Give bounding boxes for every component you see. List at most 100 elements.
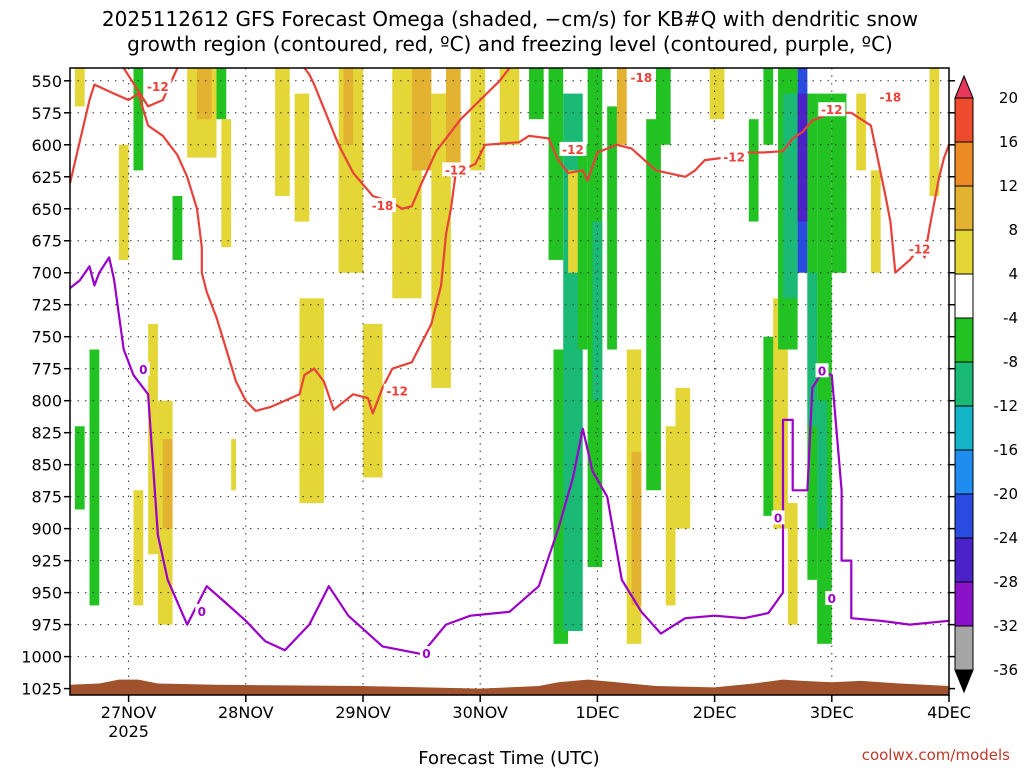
y-tick-label: 675 (31, 232, 62, 251)
omega-cell (470, 68, 485, 170)
omega-cell (763, 68, 773, 145)
omega-cell (656, 68, 671, 145)
omega-cell (856, 94, 866, 171)
colorbar-label: -24 (994, 529, 1019, 547)
colorbar-label: 8 (1008, 221, 1018, 239)
omega-cell (676, 388, 691, 529)
colorbar-label: -12 (994, 397, 1019, 415)
y-tick-label: 575 (31, 104, 62, 123)
omega-cell (666, 426, 676, 605)
omega-cell (90, 350, 100, 606)
y-tick-label: 600 (31, 136, 62, 155)
omega-cell (929, 68, 939, 196)
colorbar-box (955, 494, 973, 538)
contour-label: 0 (818, 364, 826, 378)
y-tick-label: 750 (31, 328, 62, 347)
y-tick-label: 550 (31, 72, 62, 91)
y-tick-label: 850 (31, 456, 62, 475)
omega-cell (871, 170, 881, 272)
contour-label: -12 (821, 103, 843, 117)
colorbar-box (955, 626, 973, 670)
colorbar: 20 16 12 8 4 -4 -8 -12 -16 -20 -24 -28 -32 -36 (955, 76, 1018, 692)
colorbar-label: -4 (1003, 309, 1018, 327)
omega-cell (119, 145, 129, 260)
colorbar-box (955, 142, 973, 186)
y-tick-label: 650 (31, 200, 62, 219)
y-tick-label: 950 (31, 584, 62, 603)
contour-label: -12 (562, 143, 584, 157)
y-tick-label: 700 (31, 264, 62, 283)
y-tick-label: 1000 (21, 648, 62, 667)
contour-label: -12 (147, 80, 169, 94)
x-tick-label: 4DEC (927, 703, 971, 722)
contour-label: 0 (422, 647, 430, 661)
omega-cell (529, 68, 544, 119)
omega-cell (617, 68, 627, 145)
contour-label: -18 (631, 71, 653, 85)
contour-label: -18 (372, 199, 394, 213)
colorbar-label: -32 (994, 617, 1019, 635)
omega-cell (173, 196, 183, 260)
x-tick-label: 29NOV (335, 703, 391, 722)
omega-cell (783, 94, 798, 299)
colorbar-label: -16 (994, 441, 1019, 459)
colorbar-label: -8 (1003, 353, 1018, 371)
colorbar-label: 20 (999, 89, 1018, 107)
colorbar-box (955, 538, 973, 582)
colorbar-box (955, 318, 973, 362)
colorbar-box (955, 450, 973, 494)
omega-cell (412, 68, 432, 170)
y-tick-label: 900 (31, 520, 62, 539)
contour-label: -12 (445, 163, 467, 177)
colorbar-label: -28 (994, 573, 1019, 591)
omega-cell (163, 439, 173, 529)
colorbar-box (955, 582, 973, 626)
contour-label: 0 (828, 592, 836, 606)
omega-cell (295, 94, 310, 222)
contour-label: -12 (909, 243, 931, 257)
omega-cell (500, 68, 520, 145)
x-tick-label: 28NOV (218, 703, 274, 722)
y-tick-label: 800 (31, 392, 62, 411)
contour-label: 0 (774, 511, 782, 525)
omega-cell (221, 119, 231, 247)
y-tick-label: 825 (31, 424, 62, 443)
omega-cell (832, 94, 847, 273)
y-tick-label: 875 (31, 488, 62, 507)
colorbar-label: -20 (994, 485, 1019, 503)
omega-cell (133, 68, 143, 170)
colorbar-label: 12 (999, 177, 1018, 195)
omega-cell (568, 170, 578, 272)
y-tick-label: 925 (31, 552, 62, 571)
colorbar-box (955, 406, 973, 450)
contour-label: -12 (723, 151, 745, 165)
omega-cell (75, 68, 85, 106)
omega-cell (788, 503, 798, 625)
omega-cell (133, 490, 143, 605)
omega-cell (217, 68, 227, 119)
x-tick-label: 27NOV (101, 703, 157, 722)
y-tick-label: 975 (31, 616, 62, 635)
contour-label: 0 (198, 605, 206, 619)
credit-text: coolwx.com/models (862, 746, 1010, 764)
x-tick-label: 3DEC (810, 703, 854, 722)
colorbar-label: 4 (1008, 265, 1018, 283)
y-tick-label: 725 (31, 296, 62, 315)
omega-cell (607, 106, 617, 349)
contour-label: -18 (880, 90, 902, 104)
omega-cell (817, 401, 827, 529)
contour-label: -12 (386, 385, 408, 399)
chart-title-line-2: growth region (contoured, red, ºC) and f… (127, 32, 893, 56)
x-tick-label: 1DEC (576, 703, 620, 722)
colorbar-label: -36 (994, 661, 1019, 679)
omega-cell (343, 68, 353, 145)
omega-cell (363, 324, 383, 478)
colorbar-box (955, 98, 973, 142)
contour-label: 0 (139, 363, 147, 377)
colorbar-box (955, 274, 973, 318)
x-tick-label: 30NOV (452, 703, 508, 722)
colorbar-box (955, 230, 973, 274)
x-axis-label: Forecast Time (UTC) (418, 748, 599, 768)
colorbar-label: 16 (999, 133, 1018, 151)
